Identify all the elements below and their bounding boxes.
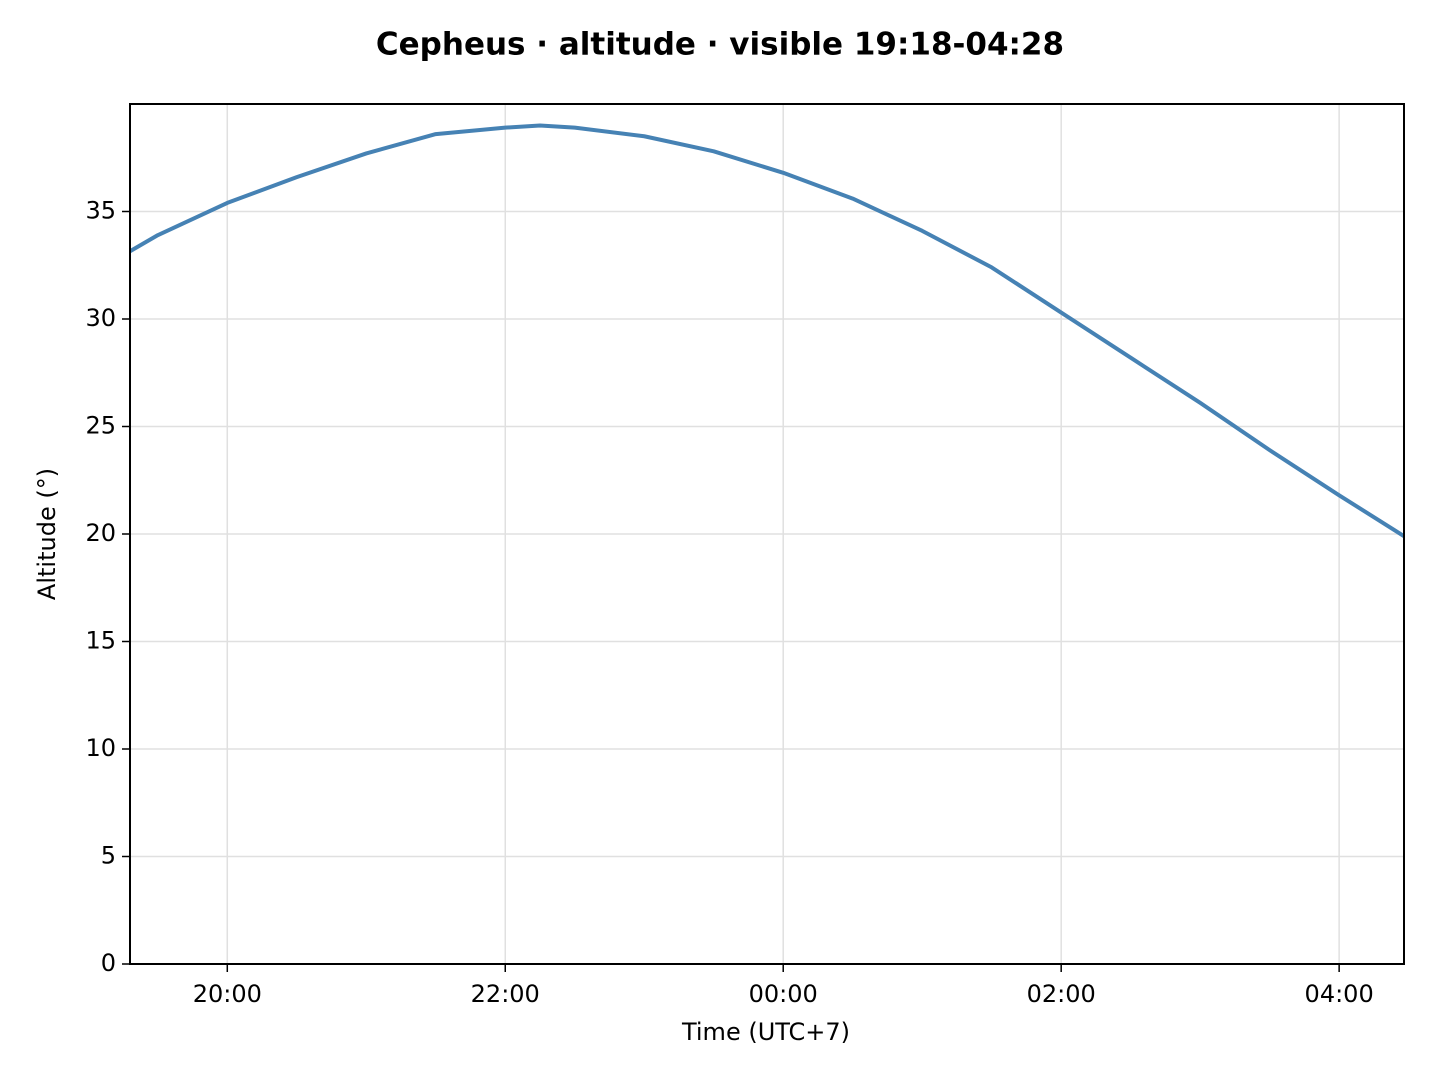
y-tick-label: 10 bbox=[85, 734, 116, 762]
x-tick-label: 02:00 bbox=[1027, 980, 1096, 1008]
x-tick-label: 20:00 bbox=[193, 980, 262, 1008]
x-tick-label: 00:00 bbox=[749, 980, 818, 1008]
plot-frame bbox=[129, 103, 1405, 965]
y-axis-label: Altitude (°) bbox=[33, 468, 61, 600]
y-tick-label: 0 bbox=[101, 949, 116, 977]
x-axis-label: Time (UTC+7) bbox=[681, 1018, 850, 1046]
y-tick-label: 25 bbox=[85, 412, 116, 440]
y-tick-label: 30 bbox=[85, 304, 116, 332]
x-tick-label: 04:00 bbox=[1305, 980, 1374, 1008]
x-tick-label: 22:00 bbox=[471, 980, 540, 1008]
chart-title: Cepheus · altitude · visible 19:18-04:28 bbox=[376, 27, 1064, 63]
altitude-line bbox=[128, 123, 1406, 538]
y-tick-label: 35 bbox=[85, 197, 116, 225]
y-tick-label: 20 bbox=[85, 519, 116, 547]
y-tick-label: 15 bbox=[85, 627, 116, 655]
y-tick-label: 5 bbox=[101, 842, 116, 870]
